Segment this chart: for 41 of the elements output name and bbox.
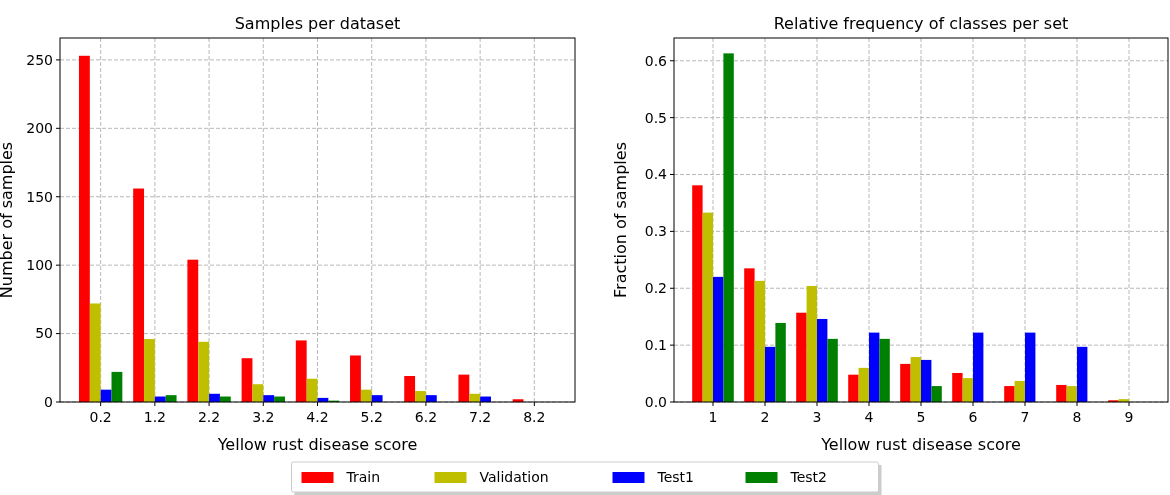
legend-label: Validation (479, 468, 549, 485)
x-axis-title: Yellow rust disease score (216, 435, 418, 454)
x-axis-title: Yellow rust disease score (820, 435, 1021, 454)
x-tick-label: 0.2 (89, 409, 112, 425)
chart-title: Relative frequency of classes per set (773, 14, 1069, 33)
x-tick-label: 3.2 (252, 409, 275, 425)
legend-label: Test2 (789, 468, 827, 485)
y-tick-label: 50 (35, 325, 53, 342)
y-tick-label: 0.3 (644, 223, 667, 240)
y-tick-label: 150 (26, 188, 53, 205)
x-tick-label: 3 (812, 409, 822, 425)
y-axis-title: Number of samples (0, 141, 16, 299)
x-tick-label: 5.2 (360, 409, 383, 425)
x-tick-label: 8 (1072, 409, 1082, 425)
chart-title: Samples per dataset (234, 14, 401, 33)
x-tick-label: 1 (708, 409, 718, 425)
x-tick-label: 1.2 (143, 409, 166, 425)
x-tick-label: 4 (864, 409, 874, 425)
y-tick-label: 0.2 (644, 280, 667, 297)
y-tick-label: 0.1 (644, 337, 667, 354)
legend-label: Train (345, 468, 381, 485)
x-tick-label: 8.2 (523, 409, 546, 425)
y-tick-label: 0.4 (644, 166, 668, 183)
x-tick-label: 4.2 (306, 409, 329, 425)
x-tick-label: 5 (916, 409, 926, 425)
y-tick-label: 0.5 (644, 109, 667, 126)
x-tick-label: 2.2 (197, 409, 221, 425)
y-tick-label: 0.0 (644, 393, 667, 410)
x-tick-label: 9 (1124, 409, 1134, 425)
legend-label: Test1 (656, 468, 694, 485)
y-tick-label: 0.6 (644, 52, 668, 69)
y-axis-title: Fraction of samples (611, 142, 630, 298)
y-tick-label: 200 (26, 120, 53, 137)
y-tick-label: 100 (26, 257, 53, 274)
y-tick-label: 250 (26, 51, 53, 68)
y-tick-label: 0 (44, 393, 53, 410)
x-tick-label: 7 (1020, 409, 1030, 425)
x-tick-label: 6 (968, 409, 978, 425)
x-tick-label: 2 (760, 409, 770, 425)
x-tick-label: 7.2 (469, 409, 492, 425)
x-tick-label: 6.2 (414, 409, 438, 425)
